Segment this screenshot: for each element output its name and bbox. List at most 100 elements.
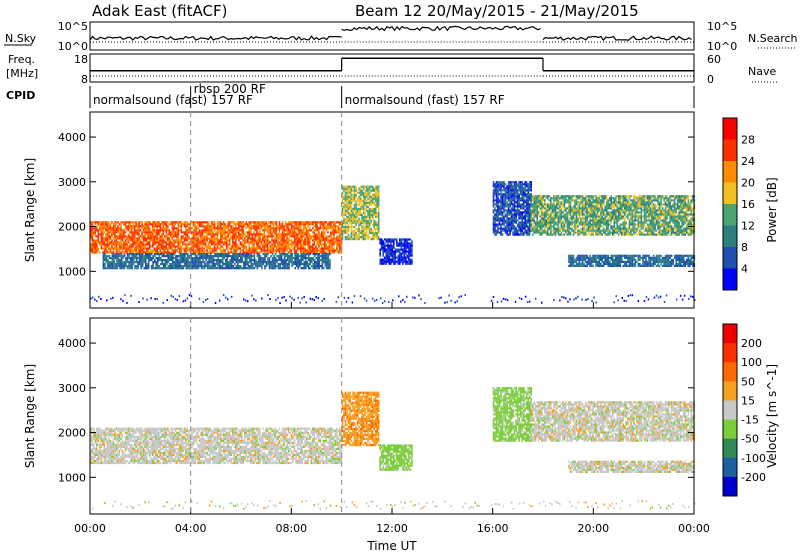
echo-cell	[177, 237, 180, 240]
echo-cell	[182, 235, 184, 238]
echo-cell	[130, 245, 133, 248]
echo-cell	[318, 261, 321, 264]
echo-cell	[347, 191, 350, 194]
echo-cell	[387, 250, 389, 253]
echo-cell	[164, 239, 166, 242]
echo-cell	[271, 233, 273, 236]
echo-cell	[274, 257, 277, 260]
echo-cell	[262, 233, 264, 236]
echo-cell	[171, 249, 174, 252]
echo-cell	[238, 227, 240, 230]
echo-cell	[343, 229, 345, 233]
echo-cell	[290, 225, 293, 228]
echo-cell	[556, 229, 558, 232]
echo-cell	[530, 215, 532, 218]
echo-cell	[362, 199, 365, 202]
echo-cell	[245, 249, 248, 252]
echo-cell	[506, 197, 508, 200]
echo-cell	[253, 237, 255, 240]
echo-cell	[161, 263, 164, 266]
echo-cell	[325, 229, 328, 232]
echo-cell	[528, 219, 531, 222]
echo-cell	[133, 249, 136, 252]
echo-cell	[565, 213, 567, 216]
echo-cell	[183, 239, 186, 242]
echo-cell	[167, 259, 170, 262]
echo-cell	[557, 229, 560, 232]
echo-cell	[102, 263, 105, 266]
echo-cell	[522, 183, 525, 186]
echo-cell	[247, 239, 249, 242]
echo-cell	[207, 229, 210, 232]
echo-cell	[94, 239, 97, 242]
echo-cell	[302, 251, 305, 254]
echo-cell	[204, 225, 207, 228]
echo-cell	[286, 243, 288, 246]
echo-cell	[331, 237, 334, 240]
echo-cell	[565, 195, 567, 198]
echo-cell	[299, 247, 302, 250]
echo-cell	[179, 247, 181, 250]
echo-cell	[152, 265, 154, 268]
echo-cell	[344, 231, 347, 235]
echo-cell	[213, 247, 216, 250]
echo-cell	[325, 225, 328, 228]
echo-cell	[263, 221, 266, 224]
echo-cell	[316, 225, 319, 228]
echo-cell	[129, 239, 131, 242]
echo-cell	[103, 249, 106, 252]
echo-cell	[350, 221, 353, 225]
echo-cell	[370, 189, 372, 192]
echo-cell	[281, 225, 284, 228]
echo-cell	[305, 251, 308, 254]
echo-cell	[212, 239, 214, 242]
echo-cell	[494, 185, 496, 188]
echo-cell	[358, 219, 360, 222]
echo-cell	[556, 221, 558, 224]
echo-cell	[240, 259, 242, 262]
echo-cell	[159, 245, 162, 248]
echo-cell	[321, 227, 323, 230]
echo-cell	[217, 259, 219, 262]
echo-cell	[257, 227, 260, 230]
echo-cell	[376, 233, 378, 237]
freq-tick-top: 18	[74, 53, 88, 66]
echo-cell	[108, 251, 110, 254]
echo-cell	[108, 263, 111, 266]
echo-cell	[135, 233, 137, 236]
echo-cell	[376, 187, 378, 190]
echo-cell	[103, 247, 106, 250]
echo-cell	[364, 233, 366, 237]
echo-cell	[406, 242, 409, 245]
echo-cell	[358, 231, 360, 235]
echo-cell	[530, 209, 532, 212]
echo-cell	[271, 253, 274, 256]
echo-cell	[170, 255, 173, 258]
echo-cell	[278, 237, 281, 240]
echo-cell	[218, 253, 221, 256]
echo-cell	[102, 261, 105, 264]
echo-cell	[298, 231, 300, 234]
echo-cell	[524, 205, 526, 208]
echo-cell	[327, 259, 330, 262]
echo-cell	[238, 255, 241, 258]
echo-cell	[297, 263, 299, 266]
echo-cell	[280, 243, 282, 246]
echo-cell	[293, 223, 296, 226]
echo-cell	[123, 241, 125, 244]
echo-cell	[341, 205, 344, 208]
echo-cell	[339, 243, 341, 246]
echo-cell	[120, 229, 122, 232]
echo-cell	[111, 251, 113, 254]
echo-cell	[283, 231, 285, 234]
echo-cell	[257, 237, 260, 240]
echo-cell	[161, 237, 163, 240]
echo-cell	[525, 185, 528, 188]
echo-cell	[147, 257, 150, 260]
echo-cell	[107, 265, 109, 268]
echo-cell	[341, 201, 344, 204]
echo-cell	[111, 229, 113, 232]
echo-cell	[319, 249, 322, 252]
echo-cell	[524, 221, 526, 224]
echo-cell	[551, 229, 554, 232]
